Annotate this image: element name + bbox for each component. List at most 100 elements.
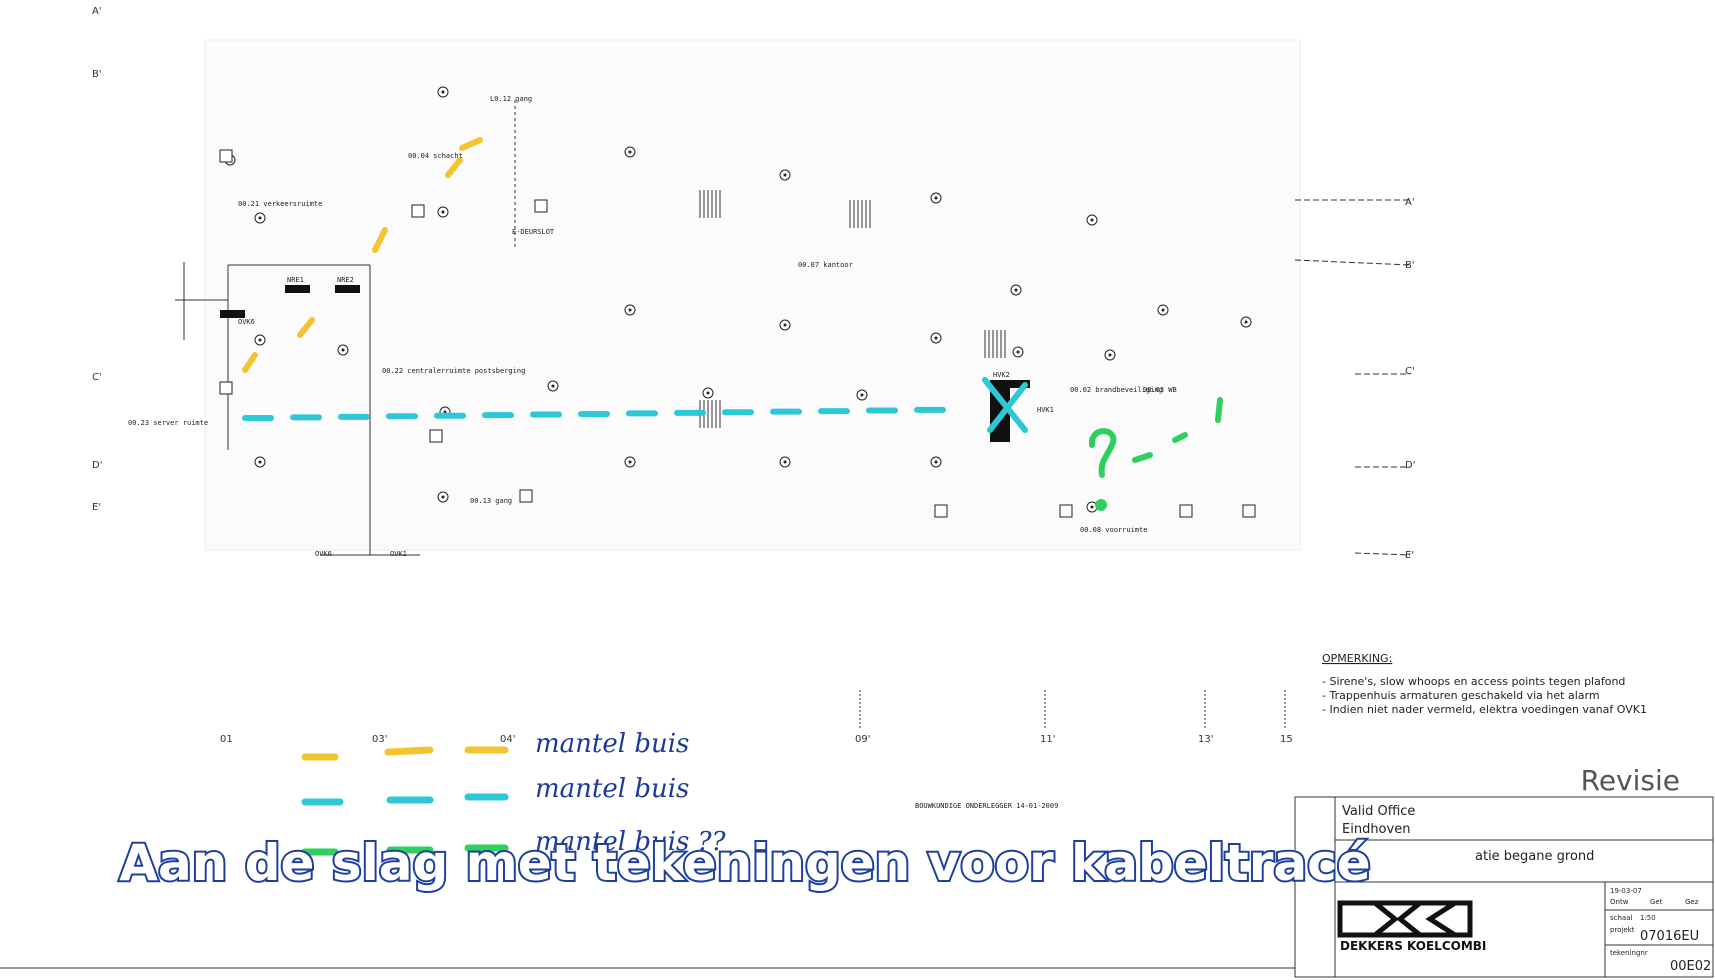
project: 07016EU: [1640, 929, 1699, 944]
panel-symbol: [219, 149, 233, 163]
cable-route-cyan-x: [982, 377, 1028, 433]
outlet-dot: [1090, 505, 1094, 509]
approved-label: Gez: [1685, 898, 1699, 906]
checked-label: Get: [1650, 898, 1663, 906]
legend-label: mantel buis: [535, 774, 689, 804]
company: DEKKERS KOELCOMBI: [1340, 939, 1486, 953]
outlet-dot: [860, 393, 864, 397]
note-item: - Sirene's, slow whoops en access points…: [1322, 675, 1625, 688]
panel-symbol: [1242, 504, 1256, 518]
outlet-dot: [934, 460, 938, 464]
date: 19-03-07: [1610, 887, 1642, 895]
logo-box: [1337, 900, 1473, 938]
route-dash: [1172, 432, 1188, 443]
equipment-label: NRE1: [287, 276, 304, 284]
outlet-dot: [258, 216, 262, 220]
note-item: - Indien niet nader vermeld, elektra voe…: [1322, 703, 1647, 716]
outlet-dot: [258, 338, 262, 342]
room-label: 00.08 voorruimte: [1080, 526, 1147, 534]
cable-route-yellow: [242, 137, 483, 373]
legend-label: mantel buis: [535, 729, 689, 759]
grid-label: A': [1405, 197, 1415, 208]
panel-symbol: [934, 504, 948, 518]
caption: Aan de slag met tekeningen voor kabeltra…: [119, 834, 1370, 892]
scale: 1:50: [1640, 914, 1656, 922]
outlet-dot: [628, 150, 632, 154]
room-label: L0.12 gang: [490, 95, 532, 103]
grid-label: B': [1405, 260, 1415, 271]
question-dot: [1095, 499, 1107, 511]
outlet-dot: [628, 308, 632, 312]
grid-label: 03': [372, 734, 387, 745]
room-label: 00.22 centralerruimte postsberging: [382, 367, 525, 375]
client: Valid Office: [1342, 804, 1415, 819]
subject: atie begane grond: [1475, 849, 1594, 864]
outlet-dot: [1244, 320, 1248, 324]
room-label: 00.21 verkeersruimte: [238, 200, 322, 208]
outlet-dot: [783, 173, 787, 177]
grid-line: [1354, 552, 1411, 556]
plan-area: [204, 39, 1301, 551]
panel-symbol: [534, 199, 548, 213]
panel-symbol: [1059, 504, 1073, 518]
outlet-dot: [706, 391, 710, 395]
room-labels: L0.12 gang 00.04 schacht 00.21 verkeersr…: [128, 95, 1177, 534]
cabinet: [990, 380, 1030, 388]
room-label: 00.23 server ruimte: [128, 419, 208, 427]
route-dash: [372, 227, 388, 253]
city: Eindhoven: [1342, 822, 1410, 837]
panel-symbol: [519, 489, 533, 503]
cabinet: [335, 285, 360, 293]
company-logo: [1337, 900, 1473, 938]
room-label: 00.04 schacht: [408, 152, 463, 160]
outlet-dot: [783, 323, 787, 327]
grid-label: C': [92, 372, 102, 383]
grid-labels-right: A' B' C' D' E': [1405, 197, 1415, 561]
route-dash: [242, 352, 258, 373]
outlet-dot: [441, 495, 445, 499]
cable-route-cyan: [242, 406, 946, 421]
equipment-label: HVK1: [1037, 406, 1054, 414]
route-dash: [297, 317, 315, 338]
project-label: projekt: [1610, 926, 1635, 934]
outlet-dot: [1161, 308, 1165, 312]
panel-symbol: [219, 381, 233, 395]
outlet-dot: [1090, 218, 1094, 222]
route-dash: [1215, 397, 1223, 423]
outlet-dot: [441, 210, 445, 214]
outlet-dot: [441, 90, 445, 94]
outlet-dot: [258, 460, 262, 464]
room-label: 00.03 WB: [1143, 386, 1177, 394]
equipment-label: NRE2: [337, 276, 354, 284]
route-dash: [459, 137, 483, 151]
grid-labels-bottom: 01 03' 04' 09' 11' 13' 15: [220, 734, 1293, 745]
drawing-label: tekeningnr: [1610, 949, 1648, 957]
revision: Revisie: [1581, 764, 1680, 797]
outlet-dot: [341, 348, 345, 352]
grid-label: 09': [855, 734, 870, 745]
grid-label: 15: [1280, 734, 1293, 745]
panel-symbol: [1179, 504, 1193, 518]
grid-label: 13': [1198, 734, 1213, 745]
outlet-dot: [1016, 350, 1020, 354]
outlet-dot: [1108, 353, 1112, 357]
equipment-labels: NRE1 NRE2 OVK6 HVK2 HVK1 OVK6 OVK1 E-DEU…: [238, 228, 1054, 558]
cable-route-green: [1089, 397, 1223, 511]
panel-symbol: [411, 204, 425, 218]
equipment-label: OVK6: [315, 550, 332, 558]
outlet-dot: [551, 384, 555, 388]
grid-label: D': [92, 460, 102, 471]
equipment-label: E-DEURSLOT: [512, 228, 555, 236]
question-mark: [1089, 428, 1117, 478]
grid-label: 11': [1040, 734, 1055, 745]
equipment-label: OVK1: [390, 550, 407, 558]
drawn-label: Ontw: [1610, 898, 1629, 906]
cabinet: [220, 310, 245, 318]
symbols: [219, 86, 1256, 518]
drawing-number: 00E02: [1670, 959, 1711, 974]
grid-label: E': [92, 502, 101, 513]
legend-swatch-yellow: [301, 746, 509, 856]
notes-heading: OPMERKING:: [1322, 652, 1392, 665]
room-label: 00.13 gang: [470, 497, 512, 505]
